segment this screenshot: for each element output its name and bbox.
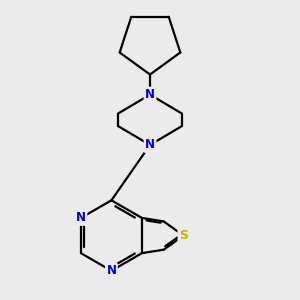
Text: N: N — [145, 88, 155, 101]
Text: S: S — [179, 229, 188, 242]
Text: N: N — [145, 139, 155, 152]
Text: N: N — [106, 264, 116, 277]
Text: N: N — [76, 212, 86, 224]
